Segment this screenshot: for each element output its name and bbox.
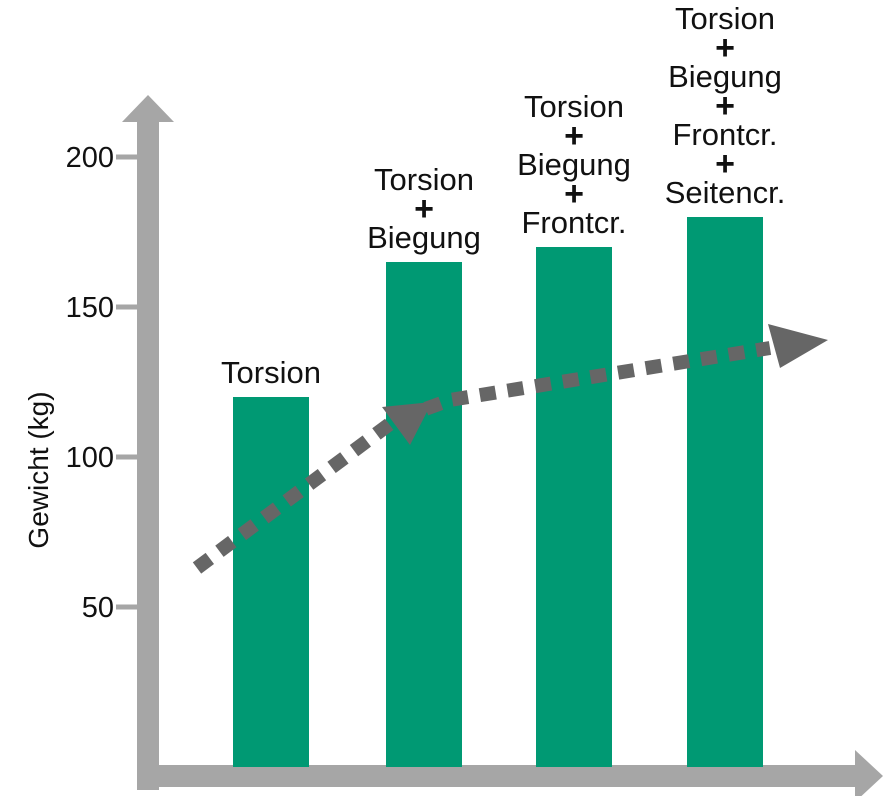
bar-label-group: Torsion+Biegung+Frontcr.	[517, 89, 631, 240]
y-tick-label: 200	[66, 142, 114, 174]
x-axis-line	[137, 765, 857, 787]
y-tick-label: 50	[82, 592, 114, 624]
bar-label-group: Torsion	[221, 355, 321, 390]
bar-label-word: Frontcr.	[672, 117, 777, 152]
plus-sign: +	[414, 190, 434, 228]
trend-arrow	[192, 324, 828, 574]
y-axis-label: Gewicht (kg)	[23, 391, 54, 548]
y-ticks: 50 100 150 200	[66, 142, 158, 624]
trend-arrow-line	[192, 341, 772, 574]
plus-sign: +	[564, 117, 584, 155]
plus-sign: +	[715, 145, 735, 183]
bar	[687, 217, 763, 767]
trend-arrow-head	[768, 324, 828, 368]
bar-label-word: Torsion	[524, 89, 624, 124]
bar-label-word: Biegung	[367, 220, 481, 255]
y-tick-label: 150	[66, 292, 114, 324]
bar-label-word: Frontcr.	[521, 205, 626, 240]
bar-label-group: Torsion+Biegung	[367, 162, 481, 255]
y-tick-mark	[116, 454, 158, 460]
bar-label-word: Biegung	[517, 147, 631, 182]
bar-label-word: Biegung	[668, 59, 782, 94]
y-tick-mark	[116, 154, 158, 160]
bar-label-word: Seitencr.	[665, 175, 786, 210]
bar-label-group: Torsion+Biegung+Frontcr.+Seitencr.	[665, 1, 786, 210]
plus-sign: +	[564, 175, 584, 213]
bar	[386, 262, 462, 767]
y-tick-mark	[116, 604, 158, 610]
trend-arrow-midhead	[382, 402, 432, 445]
y-tick-mark	[116, 304, 158, 310]
bars	[233, 217, 763, 767]
y-tick-label: 100	[66, 442, 114, 474]
bar-label-word: Torsion	[374, 162, 474, 197]
bar-labels: TorsionTorsion+BiegungTorsion+Biegung+Fr…	[221, 1, 785, 390]
bar	[536, 247, 612, 767]
plus-sign: +	[715, 29, 735, 67]
bar	[233, 397, 309, 767]
y-axis-arrowhead	[122, 95, 174, 122]
plus-sign: +	[715, 87, 735, 125]
x-axis-arrowhead	[855, 750, 883, 796]
bar-label-word: Torsion	[221, 355, 321, 390]
bar-label-word: Torsion	[675, 1, 775, 36]
